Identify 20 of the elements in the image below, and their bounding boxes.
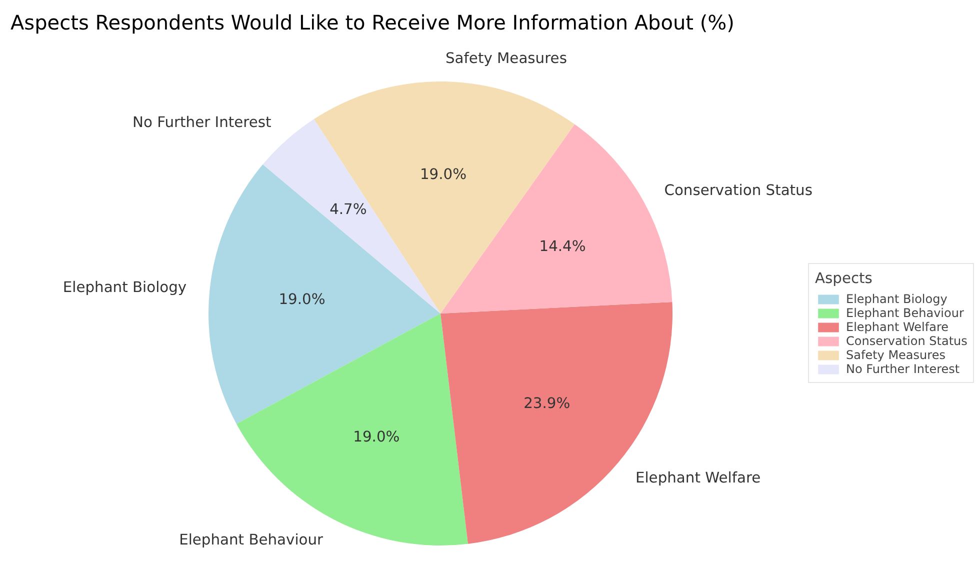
slice-label: Conservation Status <box>664 182 812 200</box>
legend-label: Safety Measures <box>846 348 946 362</box>
legend-label: Elephant Welfare <box>846 320 949 334</box>
legend-label: Elephant Biology <box>846 292 948 306</box>
slice-label: Elephant Welfare <box>635 470 761 487</box>
data-label: 14.4% <box>539 238 586 256</box>
slice-label: Safety Measures <box>445 50 567 67</box>
legend-label: Elephant Behaviour <box>846 306 964 320</box>
legend-label: No Further Interest <box>846 362 960 376</box>
slice-label: No Further Interest <box>132 114 272 131</box>
data-label: 19.0% <box>353 428 400 446</box>
data-label: 19.0% <box>278 290 326 308</box>
data-label: 4.7% <box>330 200 367 218</box>
data-label: 23.9% <box>524 394 570 412</box>
legend-label: Conservation Status <box>846 334 968 348</box>
data-label: 19.0% <box>420 166 467 183</box>
legend-title: Aspects <box>815 270 874 287</box>
chart-title: Aspects Respondents Would Like to Receive More Information About (%) <box>10 10 734 34</box>
slice-label: Elephant Behaviour <box>179 532 324 549</box>
slice-label: Elephant Biology <box>62 279 187 296</box>
